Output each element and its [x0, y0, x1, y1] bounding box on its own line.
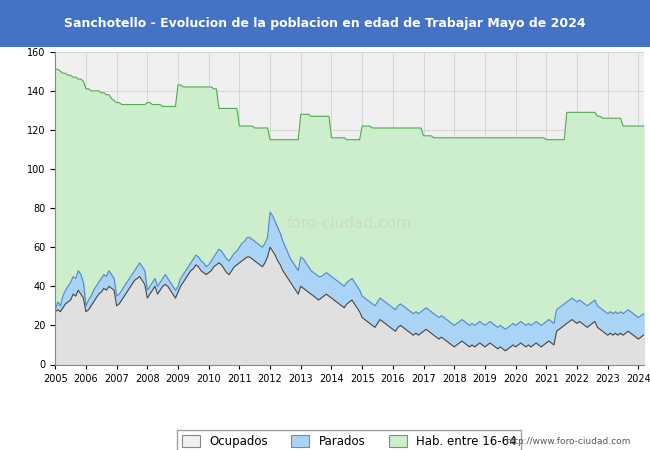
Text: Sanchotello - Evolucion de la poblacion en edad de Trabajar Mayo de 2024: Sanchotello - Evolucion de la poblacion … — [64, 17, 586, 30]
Text: foro-ciudad.com: foro-ciudad.com — [287, 216, 411, 231]
Text: http://www.foro-ciudad.com: http://www.foro-ciudad.com — [505, 436, 630, 446]
Legend: Ocupados, Parados, Hab. entre 16-64: Ocupados, Parados, Hab. entre 16-64 — [177, 430, 521, 450]
